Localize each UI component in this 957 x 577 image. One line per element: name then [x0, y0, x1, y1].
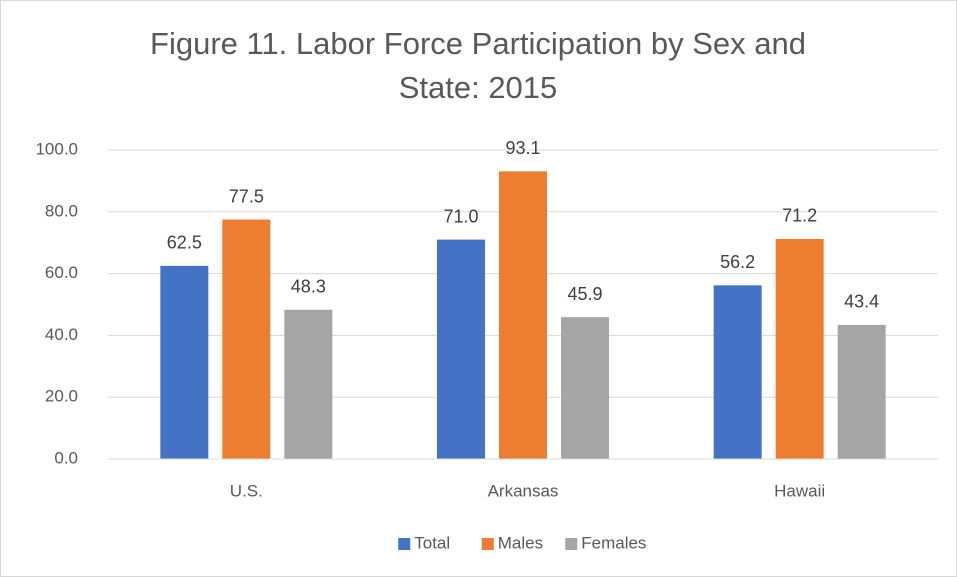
- legend-label: Males: [498, 533, 543, 552]
- legend-swatch: [481, 538, 494, 550]
- bar: [284, 309, 333, 459]
- data-label: 77.5: [229, 186, 264, 206]
- y-tick-label: 100.0: [35, 139, 78, 158]
- bar: [561, 317, 609, 459]
- x-tick-label: U.S.: [230, 481, 263, 500]
- bar: [437, 239, 485, 459]
- data-label: 62.5: [167, 233, 202, 253]
- data-label: 93.1: [505, 138, 540, 158]
- legend-label: Total: [414, 533, 450, 552]
- bar: [713, 285, 762, 459]
- bar: [160, 265, 209, 459]
- data-label: 71.2: [782, 206, 817, 226]
- bar: [222, 219, 271, 459]
- legend-swatch: [398, 538, 411, 550]
- data-label: 43.4: [844, 292, 879, 312]
- legend-swatch: [565, 538, 578, 550]
- bar: [837, 324, 886, 459]
- y-tick-label: 60.0: [45, 263, 78, 282]
- data-label: 48.3: [291, 277, 326, 297]
- data-label: 71.0: [443, 206, 478, 226]
- bar: [499, 171, 547, 460]
- y-tick-label: 80.0: [45, 201, 78, 220]
- chart-title: Figure 11. Labor Force Participation by …: [150, 26, 806, 105]
- legend-label: Females: [581, 533, 646, 552]
- y-tick-label: 20.0: [45, 387, 78, 406]
- x-tick-label: Hawaii: [774, 481, 825, 500]
- data-label: 56.2: [720, 252, 755, 272]
- y-tick-label: 0.0: [54, 448, 78, 467]
- y-tick-label: 40.0: [45, 325, 78, 344]
- data-label: 45.9: [567, 284, 602, 304]
- x-tick-label: Arkansas: [488, 481, 559, 500]
- bar: [775, 238, 824, 459]
